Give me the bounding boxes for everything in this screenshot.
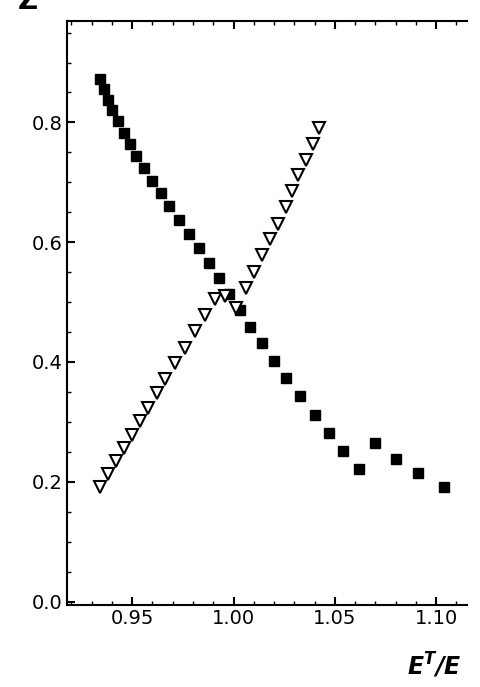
X-axis label: $\bfit{E}^{\bfit{T}}\bfit{/}\bfit{E}$: $\bfit{E}^{\bfit{T}}\bfit{/}\bfit{E}$	[407, 651, 461, 681]
Y-axis label: Z: Z	[17, 0, 37, 14]
